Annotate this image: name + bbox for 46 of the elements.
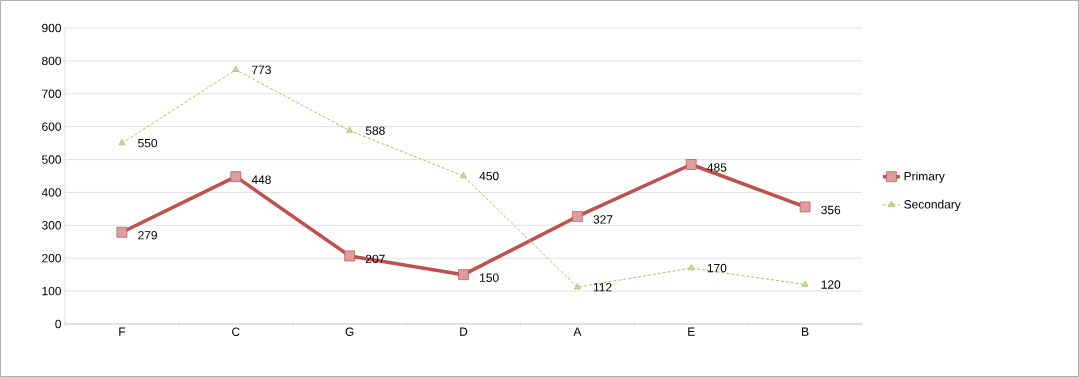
point <box>232 65 240 72</box>
x-tick-label: A <box>573 327 582 336</box>
y-tick-label: 100 <box>42 286 62 296</box>
x-tick-label: B <box>802 327 809 336</box>
y-tick-label: 800 <box>42 56 62 66</box>
data-label: 356 <box>821 205 841 215</box>
data-label: 450 <box>479 171 499 181</box>
y-tick-label: 900 <box>42 23 62 33</box>
legend-label: Secondary <box>904 199 961 211</box>
point <box>118 139 126 146</box>
point <box>458 269 469 281</box>
data-label: 279 <box>138 231 157 240</box>
data-label: 588 <box>365 126 385 135</box>
data-label: 448 <box>251 175 271 184</box>
data-label: 150 <box>480 273 499 282</box>
point <box>572 211 583 222</box>
y-tick-label: 600 <box>42 122 62 131</box>
point <box>230 171 242 183</box>
point <box>460 172 467 179</box>
legend-label: Primary <box>904 171 945 183</box>
data-label: 550 <box>138 138 158 148</box>
x-tick-label: D <box>460 327 468 336</box>
x-tick-label: C <box>232 327 240 336</box>
y-tick-label: 300 <box>41 221 62 230</box>
point <box>687 264 695 271</box>
point <box>801 280 809 287</box>
point <box>344 250 355 262</box>
point <box>116 226 128 238</box>
data-label: 120 <box>821 280 841 289</box>
point <box>346 126 354 133</box>
point <box>573 283 581 290</box>
data-label: 773 <box>252 65 271 74</box>
data-label: 485 <box>707 163 727 172</box>
y-tick-label: 400 <box>41 188 62 197</box>
y-tick-label: 0 <box>55 319 62 329</box>
y-tick-label: 700 <box>42 89 62 99</box>
data-label: 170 <box>707 263 727 273</box>
data-label: 327 <box>593 215 613 224</box>
x-tick-label: E <box>688 327 695 336</box>
point <box>799 201 811 213</box>
y-tick-label: 500 <box>42 155 62 164</box>
y-tick-label: 200 <box>42 254 62 263</box>
x-tick-label: F <box>119 327 126 336</box>
data-label: 112 <box>593 282 612 292</box>
point <box>685 159 697 170</box>
x-tick-label: G <box>345 327 354 336</box>
